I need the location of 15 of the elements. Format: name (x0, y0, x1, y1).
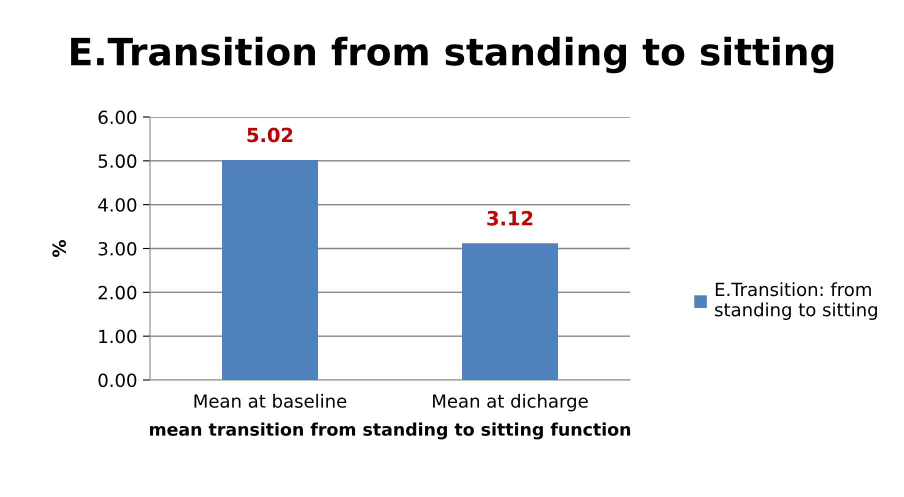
y-axis-title: % (52, 240, 66, 257)
x-axis-title: mean transition from standing to sitting function (150, 422, 630, 440)
chart-title: E.Transition from standing to sitting (71, 36, 834, 74)
x-tick-label: Mean at baseline (194, 394, 346, 408)
y-tick-label: 4.00 (98, 198, 136, 212)
data-label: 5.02 (248, 128, 292, 142)
x-tick-label: Mean at dicharge (433, 394, 588, 412)
data-label: 3.12 (487, 210, 532, 226)
y-tick-label: 2.00 (98, 286, 136, 300)
y-tick-label: 0.00 (98, 373, 136, 388)
y-tick-label: 5.00 (98, 154, 136, 168)
y-tick-label: 6.00 (98, 110, 136, 124)
y-tick-label: 1.00 (99, 330, 136, 344)
legend-label: E.Transition: from standing to sitting (715, 282, 877, 320)
y-tick-label: 3.00 (98, 242, 136, 256)
